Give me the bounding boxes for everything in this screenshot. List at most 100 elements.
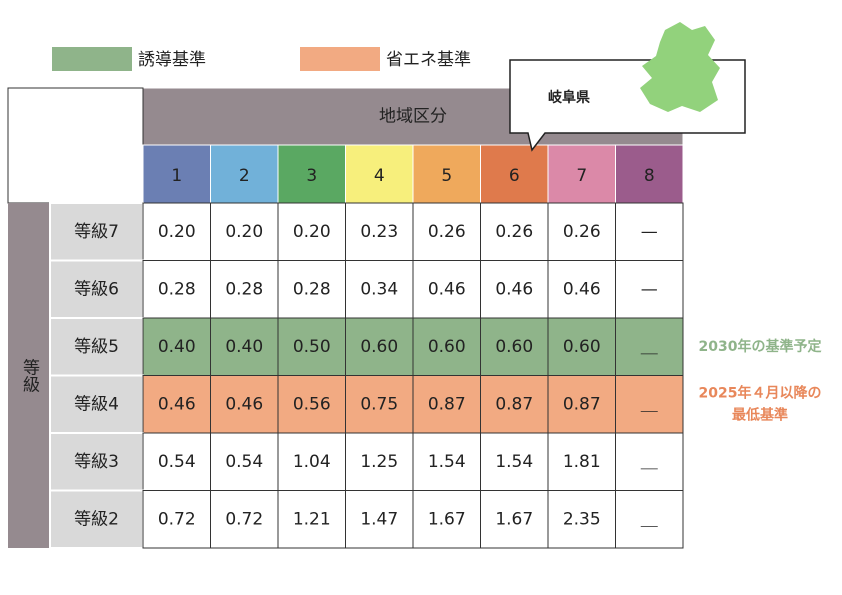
zone-label: 8 xyxy=(644,166,655,186)
value-label: ＿ xyxy=(641,394,658,414)
legend-swatch xyxy=(300,47,380,71)
value-label: 1.54 xyxy=(428,452,466,472)
zone-label: 2 xyxy=(239,166,250,186)
value-cell xyxy=(412,202,481,261)
group-label: 等級 xyxy=(19,358,40,392)
value-cell xyxy=(547,317,616,376)
value-cell xyxy=(210,260,279,319)
value-cell xyxy=(345,432,414,491)
value-label: 0.28 xyxy=(158,279,196,299)
value-cell xyxy=(142,375,211,434)
legend-label: 省エネ基準 xyxy=(386,50,471,70)
value-cell xyxy=(480,260,549,319)
gifu-map xyxy=(640,22,720,112)
grade-label: 等級3 xyxy=(74,452,119,472)
value-cell xyxy=(547,202,616,261)
value-label: 0.46 xyxy=(158,394,196,414)
value-cell xyxy=(142,260,211,319)
value-label: 0.46 xyxy=(563,279,601,299)
value-cell xyxy=(480,432,549,491)
value-label: 1.47 xyxy=(360,509,398,529)
value-label: 0.34 xyxy=(360,279,398,299)
value-label: 0.54 xyxy=(225,452,263,472)
value-label: 0.20 xyxy=(293,222,331,242)
value-cell xyxy=(345,260,414,319)
zone-cell xyxy=(142,144,211,204)
value-label: 0.40 xyxy=(225,337,263,357)
value-label: 1.54 xyxy=(495,452,533,472)
value-cell xyxy=(615,202,684,261)
value-label: 0.87 xyxy=(495,394,533,414)
value-cell xyxy=(480,490,549,549)
value-cell xyxy=(615,260,684,319)
grade-label: 等級2 xyxy=(74,509,119,529)
value-label: 0.87 xyxy=(428,394,466,414)
zone-label: 6 xyxy=(509,166,520,186)
value-label: 0.28 xyxy=(225,279,263,299)
corner-cell xyxy=(7,87,144,204)
row-note: 2030年の基準予定 xyxy=(699,338,822,355)
value-label: 1.21 xyxy=(293,509,331,529)
grade-cell xyxy=(49,432,144,492)
header-label: 地域区分 xyxy=(379,107,447,127)
value-cell xyxy=(547,260,616,319)
value-label: 0.46 xyxy=(428,279,466,299)
value-cell xyxy=(277,260,346,319)
value-label: 1.67 xyxy=(428,509,466,529)
value-cell xyxy=(412,260,481,319)
value-cell xyxy=(615,490,684,549)
value-label: 0.40 xyxy=(158,337,196,357)
value-cell xyxy=(210,490,279,549)
value-cell xyxy=(210,375,279,434)
value-label: 0.26 xyxy=(563,222,601,242)
value-cell xyxy=(547,490,616,549)
value-label: — xyxy=(641,222,658,242)
value-label: 0.26 xyxy=(428,222,466,242)
value-label: 0.23 xyxy=(360,222,398,242)
value-label: 0.87 xyxy=(563,394,601,414)
zone-cell xyxy=(547,144,616,204)
value-label: 0.72 xyxy=(225,509,263,529)
grade-label: 等級5 xyxy=(74,337,119,357)
value-label: 1.04 xyxy=(293,452,331,472)
value-label: ＿ xyxy=(641,509,658,529)
row-note: 最低基準 xyxy=(732,406,788,423)
value-cell xyxy=(142,317,211,376)
zone-label: 7 xyxy=(576,166,587,186)
value-label: 2.35 xyxy=(563,509,601,529)
grade-label: 等級4 xyxy=(74,394,119,414)
value-cell xyxy=(615,375,684,434)
value-cell xyxy=(142,432,211,491)
value-cell xyxy=(277,432,346,491)
value-label: 0.20 xyxy=(158,222,196,242)
grade-cell xyxy=(49,259,144,319)
value-cell xyxy=(345,490,414,549)
value-cell xyxy=(412,490,481,549)
zone-label: 3 xyxy=(306,166,317,186)
value-label: 0.60 xyxy=(360,337,398,357)
value-cell xyxy=(345,375,414,434)
value-cell xyxy=(480,202,549,261)
callout-label: 岐阜県 xyxy=(548,89,590,106)
value-label: 1.25 xyxy=(360,452,398,472)
value-label: 0.75 xyxy=(360,394,398,414)
value-cell xyxy=(210,202,279,261)
value-cell xyxy=(615,317,684,376)
value-label: 0.46 xyxy=(495,279,533,299)
value-cell xyxy=(277,202,346,261)
value-cell xyxy=(277,490,346,549)
zone-label: 4 xyxy=(374,166,385,186)
group-cell xyxy=(8,203,50,548)
row-note: 2025年４月以降の xyxy=(699,384,822,401)
value-label: 0.46 xyxy=(225,394,263,414)
grade-label: 等級6 xyxy=(74,279,119,299)
zone-cell xyxy=(277,144,346,204)
value-label: 0.56 xyxy=(293,394,331,414)
value-cell xyxy=(480,375,549,434)
value-cell xyxy=(345,202,414,261)
value-label: ＿ xyxy=(641,337,658,357)
legend-label: 誘導基準 xyxy=(138,50,206,70)
value-cell xyxy=(277,317,346,376)
value-label: 0.50 xyxy=(293,337,331,357)
